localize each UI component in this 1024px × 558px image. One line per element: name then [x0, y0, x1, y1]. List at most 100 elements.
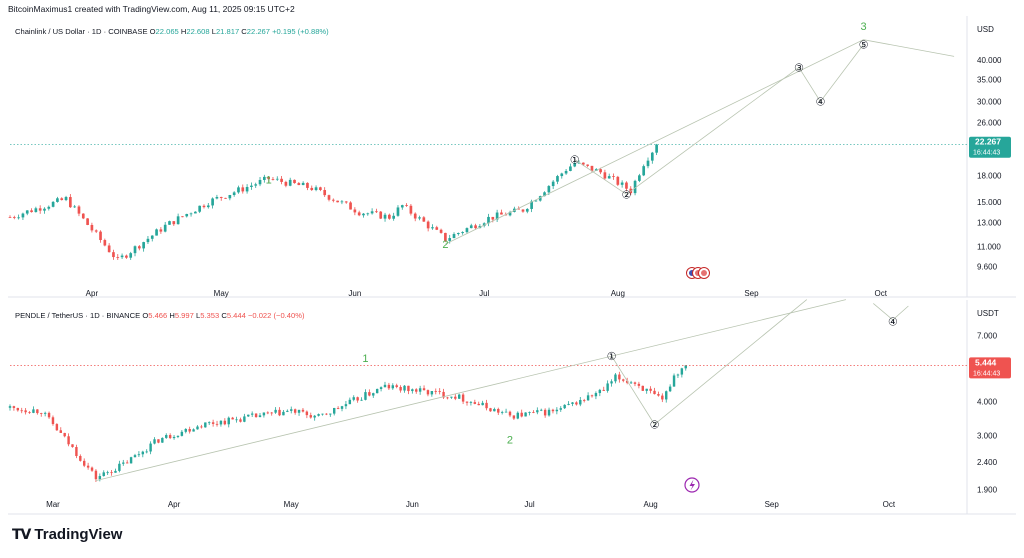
candle-body: [629, 382, 633, 384]
wave-label-circled: ④: [888, 315, 898, 328]
candle-body: [610, 381, 613, 384]
x-tick-label: Sep: [765, 500, 780, 509]
candle-body: [493, 408, 496, 412]
candle-body: [612, 176, 615, 177]
candle-body: [293, 409, 297, 413]
tradingview-logo[interactable]: TV TradingView: [12, 526, 122, 543]
candle-body: [305, 411, 309, 416]
candle-body: [582, 400, 586, 401]
candle-body: [215, 423, 219, 425]
candle-body: [99, 231, 102, 241]
candle-body: [301, 409, 305, 412]
candle-body: [418, 388, 422, 392]
candle-body: [400, 205, 404, 208]
candle-body: [461, 394, 465, 402]
ohlc-close-value: 22.267: [247, 27, 272, 36]
candle-body: [606, 383, 609, 391]
y-tick-label: 26.000: [977, 118, 1002, 127]
x-tick-label: May: [284, 500, 299, 509]
symbol-legend: Chainlink / US Dollar · 1D · COINBASE O2…: [15, 27, 329, 36]
currency-label: USD: [977, 25, 994, 34]
last-price-value: 5.444: [975, 357, 997, 367]
candle-body: [86, 218, 89, 225]
candle-body: [370, 211, 374, 214]
candle-body: [487, 216, 490, 224]
candle-body: [310, 187, 314, 191]
flag-event-icon: [701, 270, 707, 276]
candle-body: [198, 205, 202, 212]
candle-body: [275, 178, 279, 180]
candle-body: [271, 179, 275, 180]
candle-body: [125, 255, 128, 258]
candle-body: [418, 217, 421, 219]
candle-body: [81, 213, 85, 219]
ohlc-low-label: L: [196, 311, 200, 320]
candle-body: [388, 214, 391, 219]
candle-body: [155, 229, 158, 236]
candle-body: [125, 462, 129, 464]
x-tick-label: Oct: [883, 500, 896, 509]
candle-body: [360, 399, 363, 401]
candle-body: [372, 393, 375, 396]
candle-body: [409, 205, 413, 214]
candle-body: [8, 406, 12, 408]
candle-body: [237, 187, 240, 193]
ohlc-open-label: O: [142, 311, 148, 320]
candle-body: [172, 221, 176, 225]
candle-body: [435, 227, 439, 230]
candle-body: [250, 185, 253, 187]
y-tick-label: 15.000: [977, 198, 1002, 207]
candle-body: [297, 409, 301, 413]
candle-body: [348, 399, 352, 405]
candle-body: [491, 216, 495, 220]
candle-body: [301, 182, 305, 186]
candle-body: [278, 409, 281, 416]
candle-body: [676, 374, 680, 376]
candle-body: [625, 380, 629, 383]
candle-body: [396, 207, 400, 216]
candle-body: [344, 404, 348, 407]
candle-body: [439, 229, 443, 233]
candle-body: [90, 467, 94, 471]
candle-body: [232, 192, 236, 196]
candle-body: [573, 163, 577, 167]
candle-body: [120, 255, 124, 258]
candle-body: [149, 443, 152, 452]
candle-body: [344, 201, 348, 203]
candle-body: [38, 208, 42, 211]
wave-label: 2: [442, 239, 448, 251]
candle-body: [645, 388, 648, 391]
tradingview-logo-mark: TV: [12, 526, 31, 543]
candle-body: [146, 238, 150, 243]
candle-body: [540, 409, 543, 411]
candle-body: [391, 385, 395, 389]
candle-body: [208, 422, 211, 424]
candle-body: [356, 397, 359, 401]
candle-body: [25, 210, 29, 214]
candle-body: [547, 409, 551, 416]
candle-body: [103, 240, 107, 246]
candle-body: [438, 391, 441, 392]
candle-body: [21, 213, 25, 218]
wave-label-circled: ②: [650, 418, 660, 431]
candle-body: [180, 431, 184, 436]
candle-body: [196, 426, 199, 430]
candle-body: [489, 408, 492, 412]
wave-label-circled: ⑤: [859, 39, 869, 52]
candle-body: [456, 233, 460, 235]
candle-body: [94, 470, 98, 480]
candle-body: [56, 198, 59, 202]
candle-body: [231, 417, 234, 420]
candle-body: [517, 208, 521, 210]
candle-body: [129, 253, 133, 258]
candle-body: [620, 182, 624, 185]
candle-body: [340, 201, 344, 203]
candle-body: [270, 412, 273, 414]
candle-body: [258, 179, 262, 185]
candle-body: [163, 224, 167, 232]
candle-body: [90, 224, 94, 231]
candle-body: [426, 221, 430, 229]
candle-body: [32, 409, 35, 413]
candle-body: [8, 217, 12, 218]
